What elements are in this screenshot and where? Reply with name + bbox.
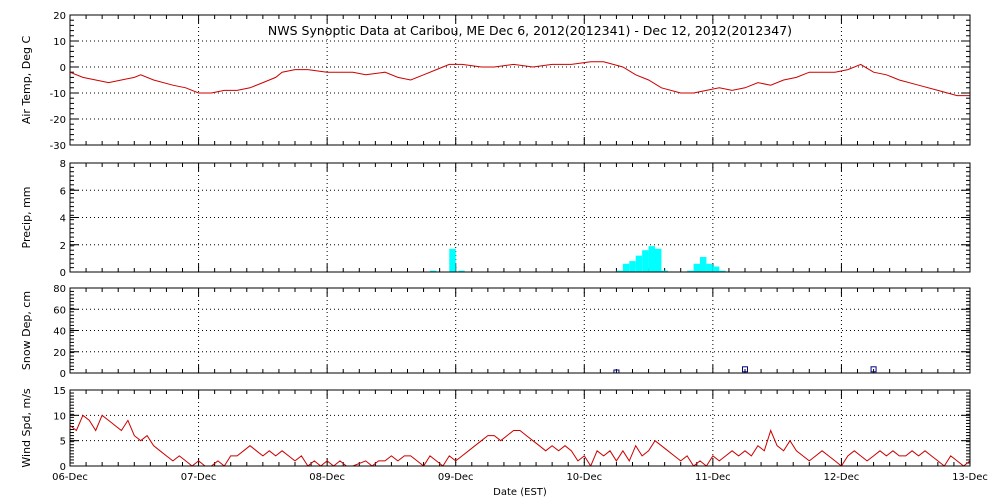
- snow-depth-point: [870, 366, 877, 373]
- panel-precip: 8 6 4 2 0 Precip, mm: [20, 159, 971, 279]
- precip-bar: [687, 270, 694, 272]
- y-tick-label: 15: [53, 386, 66, 397]
- y-tick-label: 6: [60, 186, 66, 197]
- panel-airtemp: 20 10 0 -10 -20 -30 Air Temp, Deg C: [20, 11, 971, 152]
- y-tick-label: -20: [50, 115, 66, 126]
- x-axis-label: Date (EST): [493, 487, 547, 498]
- y-axis-label-snow: Snow Dep, cm: [20, 291, 33, 370]
- y-tick-label: -30: [50, 141, 66, 152]
- precip-bar: [661, 270, 668, 272]
- precip-bar: [693, 263, 700, 272]
- y-tick-label: 10: [53, 411, 66, 422]
- series-line-wind: [70, 414, 970, 466]
- chart-title: NWS Synoptic Data at Caribou, ME Dec 6, …: [268, 23, 792, 38]
- y-tick-label: 0: [60, 462, 66, 473]
- y-tick-label: 60: [53, 305, 66, 316]
- precip-bar: [449, 248, 456, 272]
- precip-bar: [700, 257, 707, 272]
- precip-bar: [648, 246, 655, 272]
- panel-frame-airtemp: [69, 14, 971, 146]
- series-airtemp: [70, 61, 970, 97]
- precip-bar: [642, 250, 649, 272]
- precip-bar: [635, 255, 643, 272]
- precip-bar: [629, 261, 636, 272]
- series-wind: [70, 414, 970, 466]
- y-tick-label: -10: [50, 89, 66, 100]
- y-tick-label: 0: [60, 63, 66, 74]
- y-tick-label: 20: [53, 348, 66, 359]
- panel-snow: 80 60 40 20 0 Snow Dep, cm: [20, 284, 971, 380]
- series-line-airtemp: [70, 61, 970, 97]
- y-tick-label: 20: [53, 11, 66, 22]
- precip-bar: [712, 266, 720, 272]
- y-tick-label: 40: [53, 327, 66, 338]
- precip-bar: [706, 263, 713, 272]
- x-tick-label: 09-Dec: [438, 472, 474, 483]
- precip-bar: [458, 270, 465, 272]
- y-tick-label: 10: [53, 37, 66, 48]
- x-tick-label: 12-Dec: [824, 472, 860, 483]
- x-tick-label: 07-Dec: [181, 472, 217, 483]
- y-tick-label: 80: [53, 284, 66, 295]
- y-axis-label-airtemp: Air Temp, Deg C: [20, 36, 33, 125]
- precip-bar: [616, 270, 623, 272]
- y-tick-label: 2: [60, 241, 66, 252]
- y-tick-label: 4: [60, 214, 66, 225]
- precip-bar: [430, 270, 437, 272]
- x-tick-label: 10-Dec: [566, 472, 602, 483]
- y-tick-label: 0: [60, 268, 66, 279]
- x-tick-label: 11-Dec: [695, 472, 731, 483]
- y-tick-label: 8: [60, 159, 66, 170]
- panel-frame-wind: [69, 389, 971, 467]
- x-tick-label: 06-Dec: [52, 472, 88, 483]
- panel-frame-snow: [69, 287, 971, 374]
- series-precip: [430, 246, 726, 272]
- panel-wind: 15 10 5 0 Wind Spd, m/s: [20, 386, 971, 473]
- y-tick-label: 0: [60, 369, 66, 380]
- panel-frame-precip: [69, 162, 971, 273]
- x-tick-label: 08-Dec: [309, 472, 345, 483]
- precip-bar: [622, 263, 630, 272]
- x-axis: 06-Dec 07-Dec 08-Dec 09-Dec 10-Dec 11-Dec 12-D…: [52, 472, 988, 483]
- snow-depth-point: [742, 366, 748, 373]
- precip-bar: [719, 270, 726, 272]
- precip-bar: [655, 248, 662, 272]
- y-axis-label-wind: Wind Spd, m/s: [20, 388, 33, 468]
- x-tick-label: 13-Dec: [952, 472, 988, 483]
- y-tick-label: 5: [60, 437, 66, 448]
- y-axis-label-precip: Precip, mm: [20, 187, 33, 249]
